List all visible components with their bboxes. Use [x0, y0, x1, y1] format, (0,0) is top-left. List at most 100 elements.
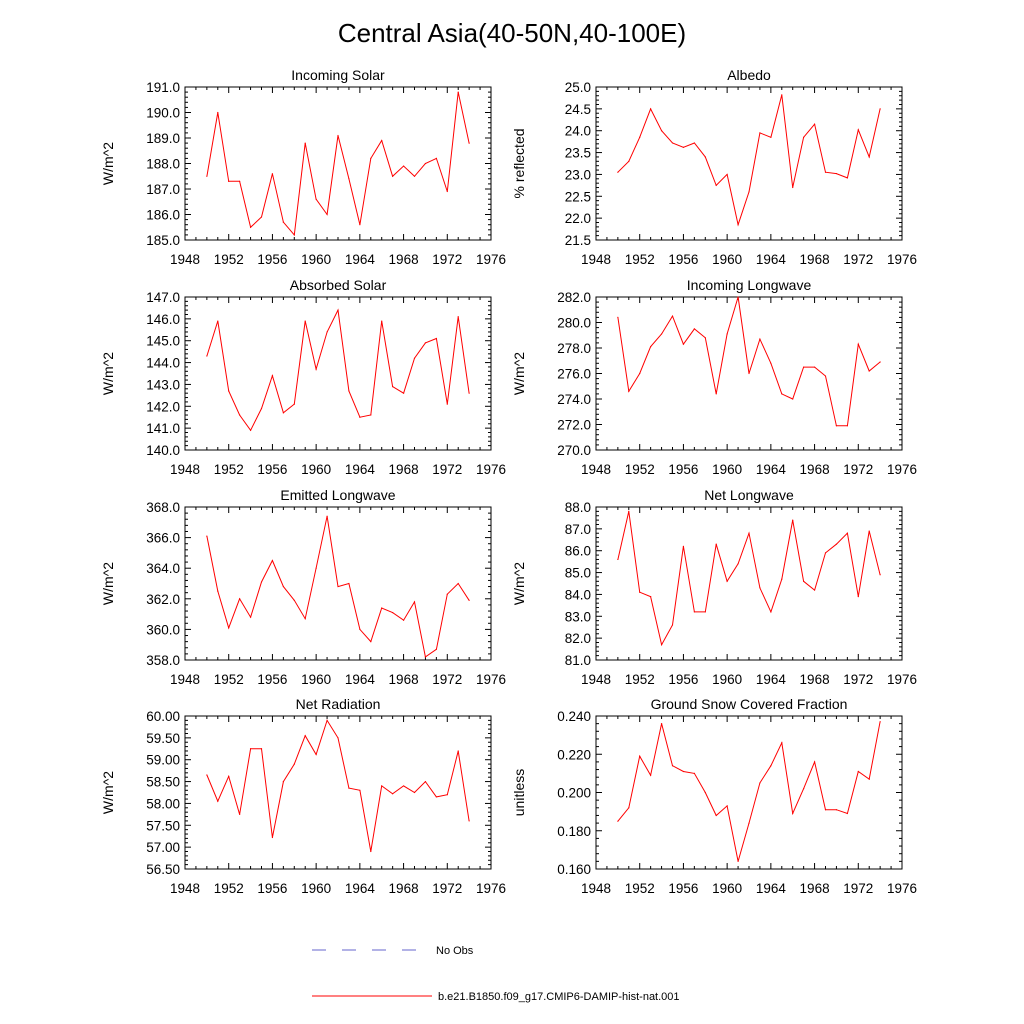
data-point: [693, 611, 695, 613]
legend-model-label: b.e21.B1850.f09_g17.CMIP6-DAMIP-hist-nat…: [438, 991, 680, 1003]
y-tick-label: 81.0: [565, 653, 591, 668]
data-point: [206, 175, 208, 177]
x-tick-label: 1964: [345, 672, 376, 687]
data-point: [770, 765, 772, 767]
data-point: [693, 328, 695, 330]
y-tick-label: 358.0: [146, 653, 180, 668]
data-point: [435, 157, 437, 159]
x-tick-label: 1976: [887, 252, 917, 267]
x-tick-label: 1948: [581, 881, 611, 896]
x-tick-label: 1972: [843, 672, 873, 687]
y-tick-label: 0.160: [557, 862, 591, 877]
x-tick-label: 1952: [214, 672, 244, 687]
data-point: [846, 532, 848, 534]
y-tick-label: 280.0: [557, 316, 591, 331]
data-point: [337, 309, 339, 311]
data-point: [249, 616, 252, 618]
data-point: [813, 761, 816, 763]
x-tick-label: 1956: [257, 672, 287, 687]
x-tick-label: 1968: [800, 672, 830, 687]
data-point: [748, 822, 750, 824]
data-point: [260, 216, 263, 218]
x-tick-label: 1964: [345, 252, 376, 267]
data-point: [617, 558, 619, 561]
data-point: [617, 820, 619, 822]
data-point: [704, 156, 706, 158]
data-point: [857, 129, 859, 131]
x-tick-label: 1948: [170, 881, 200, 896]
data-point: [792, 519, 794, 521]
data-point: [337, 585, 339, 588]
data-point: [239, 414, 241, 416]
y-tick-label: 270.0: [557, 443, 591, 458]
x-tick-label: 1976: [476, 672, 506, 687]
y-tick-label: 60.00: [146, 709, 180, 724]
data-point: [348, 582, 350, 585]
data-point: [271, 375, 274, 377]
data-point: [879, 574, 881, 576]
data-point: [326, 719, 328, 721]
x-tick-label: 1952: [625, 672, 655, 687]
data-point: [770, 611, 772, 613]
x-tick-label: 1956: [257, 462, 287, 477]
data-point: [846, 425, 848, 427]
data-point: [671, 765, 674, 767]
x-tick-label: 1968: [800, 252, 830, 267]
data-point: [315, 567, 317, 569]
plot-frame: [595, 715, 903, 870]
data-point: [857, 596, 859, 598]
x-tick-label: 1968: [800, 462, 830, 477]
data-point: [770, 136, 772, 138]
y-axis-label: W/m^2: [100, 142, 116, 185]
panel-6: 1948 1952 1956 1960 1964 1968 1972 1976 56.50 57.…: [100, 696, 506, 896]
x-tick-label: 1948: [581, 462, 611, 477]
data-point: [348, 178, 350, 180]
data-point: [402, 785, 405, 787]
data-point: [693, 772, 695, 774]
y-tick-label: 84.0: [565, 587, 591, 602]
data-point: [370, 850, 372, 853]
data-point: [639, 372, 641, 375]
data-point: [868, 156, 870, 158]
panel-3: 1948 1952 1956 1960 1964 1968 1972 1976 270.0 272…: [511, 277, 917, 477]
y-tick-label: 24.5: [565, 102, 591, 117]
data-point: [660, 130, 663, 132]
data-point: [315, 753, 317, 756]
data-point: [217, 800, 219, 802]
data-point: [671, 315, 674, 317]
data-point: [370, 157, 372, 159]
plot-frame: [184, 86, 492, 241]
legend: No Obs b.e21.B1850.f09_g17.CMIP6-DAMIP-h…: [312, 945, 680, 1003]
data-point: [650, 108, 652, 110]
data-point: [868, 778, 870, 780]
x-tick-label: 1956: [257, 881, 287, 896]
data-point: [639, 591, 641, 593]
y-tick-label: 88.0: [565, 500, 591, 515]
data-point: [249, 429, 252, 431]
x-tick-label: 1964: [756, 252, 787, 267]
data-point: [824, 809, 827, 811]
data-point: [671, 624, 674, 626]
y-tick-label: 57.50: [146, 818, 180, 833]
x-tick-label: 1956: [668, 462, 698, 477]
panel-title: Net Radiation: [296, 696, 381, 712]
data-point: [435, 796, 437, 798]
data-point: [628, 390, 630, 392]
data-point: [206, 774, 208, 776]
x-tick-label: 1952: [625, 881, 655, 896]
x-tick-label: 1968: [389, 252, 419, 267]
data-point: [846, 177, 848, 179]
data-point: [304, 618, 306, 620]
data-point: [282, 780, 284, 783]
data-point: [260, 581, 263, 583]
series-line: [206, 719, 470, 852]
data-point: [359, 628, 361, 631]
x-tick-label: 1968: [800, 881, 830, 896]
panel-4: 1948 1952 1956 1960 1964 1968 1972 1976 358.0 360…: [100, 487, 506, 687]
y-tick-label: 140.0: [146, 443, 180, 458]
data-point: [239, 180, 241, 182]
data-point: [781, 393, 783, 395]
data-point: [835, 172, 838, 175]
data-point: [813, 589, 816, 591]
